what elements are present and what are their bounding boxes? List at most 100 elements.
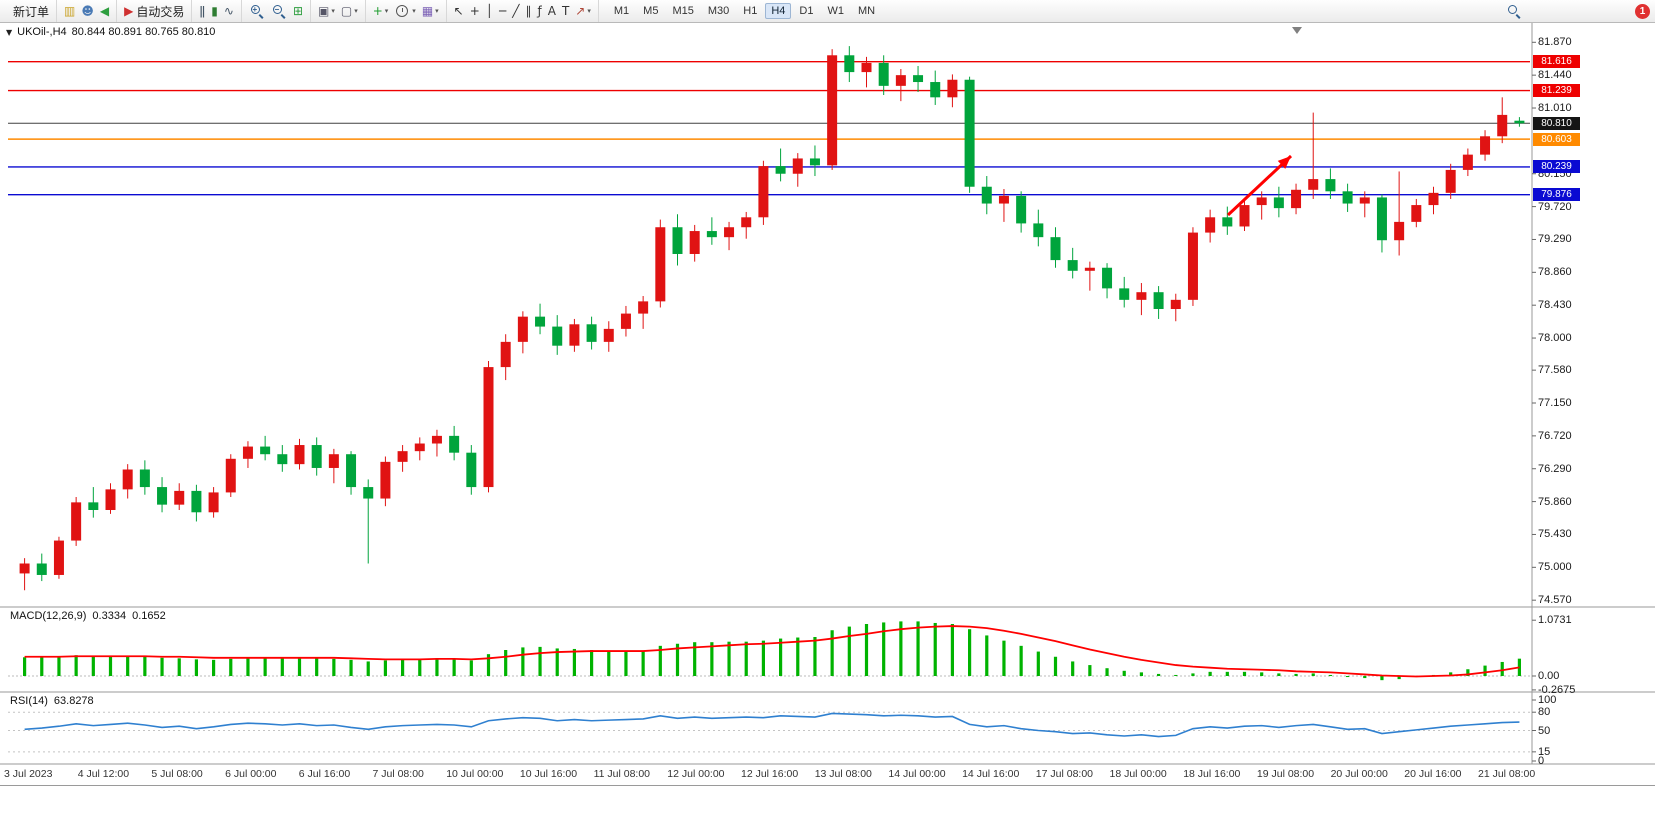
chevron-down-icon: ▾ xyxy=(384,7,389,15)
candle-body xyxy=(1102,267,1113,289)
candle-body xyxy=(242,446,253,459)
chart-list-icon[interactable]: ▥ xyxy=(61,2,78,20)
candle-body xyxy=(122,469,133,490)
axis-label: 75.430 xyxy=(1538,528,1572,541)
horizontal-line-tool-icon: ─ xyxy=(499,4,507,18)
chevron-down-icon: ▾ xyxy=(354,7,358,15)
line-chart-icon[interactable]: ∿ xyxy=(221,2,237,20)
macd-main-value: 0.3334 xyxy=(92,610,127,622)
tile-windows-icon[interactable]: ⊞ xyxy=(290,2,306,20)
candle-body xyxy=(655,227,666,302)
sound-alert-icon[interactable]: ◀ xyxy=(97,2,112,20)
notification-badge[interactable]: 1 xyxy=(1635,3,1650,19)
chart-canvas[interactable] xyxy=(0,22,1655,785)
vertical-line-tool[interactable]: │ xyxy=(483,2,496,20)
chart-profiles-icon[interactable]: ▢ ▾ xyxy=(338,2,361,20)
candle-body xyxy=(1428,192,1439,206)
timeframe-m30[interactable]: M30 xyxy=(707,5,730,17)
axis-label: 81.010 xyxy=(1538,102,1572,115)
candle-body xyxy=(208,492,219,513)
candle-body xyxy=(105,489,116,510)
candle-body xyxy=(535,316,546,327)
candle-body xyxy=(1050,237,1061,261)
candle-body xyxy=(964,79,975,187)
toolbar-group: + ▾ ▾ ▦ ▾ xyxy=(366,0,447,22)
chevron-down-icon: ▾ xyxy=(587,7,591,15)
candle-body xyxy=(1273,197,1284,209)
candle-body xyxy=(380,461,391,499)
rsi-value: 63.8278 xyxy=(53,695,94,707)
price-axis: 81.870 81.440 81.010 80.150 79.720 79.290 78.8… xyxy=(1532,0,1655,790)
candle-body xyxy=(397,451,408,462)
market-watch-icon-icon: ☻ xyxy=(81,4,94,18)
axis-label: 81.440 xyxy=(1538,69,1572,82)
autotrading-icon: ▶ xyxy=(124,4,134,18)
arrows-tool[interactable]: ↗ ▾ xyxy=(572,2,594,20)
indicators-icon: + xyxy=(372,4,383,18)
templates-button[interactable]: ▦ ▾ xyxy=(419,2,442,20)
candle-body xyxy=(500,341,511,368)
timeframe-m5[interactable]: M5 xyxy=(643,5,659,17)
trendline-tool[interactable]: ╱ xyxy=(509,2,522,20)
candle-body xyxy=(913,75,924,83)
candle-body xyxy=(552,326,563,346)
trend-arrow[interactable] xyxy=(1226,154,1293,217)
candlestick-chart-icon[interactable]: ▮ xyxy=(208,2,221,20)
chart-shift-marker[interactable] xyxy=(1292,27,1302,34)
candle-body xyxy=(1016,195,1027,224)
fibonacci-tool[interactable]: ƒ xyxy=(535,2,545,20)
chart-list-icon-icon: ▥ xyxy=(64,4,76,18)
horizontal-line-tool[interactable]: ─ xyxy=(496,2,509,20)
price-level-badge-80.603: 80.603 xyxy=(1533,132,1580,146)
chart-title-bar: ▼ UKOil-,H4 80.844 80.891 80.765 80.810 xyxy=(6,26,215,38)
candle-body xyxy=(363,487,374,499)
candle-body xyxy=(517,316,528,342)
periods-button[interactable]: ▾ xyxy=(391,2,419,20)
candle-body xyxy=(1359,197,1370,204)
toolbar-group: ▥ ☻ ◀ xyxy=(57,0,118,22)
new-order-button[interactable]: 新订单 xyxy=(7,2,52,20)
timeframe-h4[interactable]: H4 xyxy=(765,3,792,19)
axis-label: 100 xyxy=(1538,694,1557,706)
trendline-tool-icon: ╱ xyxy=(512,4,520,18)
market-watch-icon[interactable]: ☻ xyxy=(78,2,97,20)
timeframe-h1[interactable]: H1 xyxy=(743,5,758,17)
label-tool[interactable]: T xyxy=(559,2,572,20)
timeframe-m1[interactable]: M1 xyxy=(613,5,630,17)
candle-body xyxy=(277,454,288,465)
text-tool[interactable]: A xyxy=(545,2,559,20)
timeframe-d1[interactable]: D1 xyxy=(799,5,814,17)
label-tool-icon: T xyxy=(561,4,570,18)
new-chart-icon[interactable]: ▣ ▾ xyxy=(315,2,338,20)
axis-label: 80 xyxy=(1538,706,1551,719)
timeframe-m15[interactable]: M15 xyxy=(672,5,694,17)
candle-body xyxy=(1411,205,1422,222)
search-button[interactable] xyxy=(1503,2,1525,20)
price-level-badge-81.239: 81.239 xyxy=(1533,84,1580,97)
candle-body xyxy=(1205,217,1216,233)
candle-body xyxy=(775,166,786,174)
timeframe-w1[interactable]: W1 xyxy=(827,5,844,17)
crosshair-tool[interactable]: + xyxy=(467,2,483,20)
indicators-button[interactable]: + ▾ xyxy=(370,2,392,20)
one-click-trading-toggle[interactable]: ▼ xyxy=(6,27,13,37)
candle-body xyxy=(1084,267,1095,271)
axis-label: 0.00 xyxy=(1538,670,1560,682)
autotrading-button[interactable]: ▶ 自动交易 xyxy=(121,2,187,20)
zoom-out-icon[interactable]: − xyxy=(268,2,290,20)
chevron-down-icon: ▾ xyxy=(435,7,439,15)
channel-tool[interactable]: ∥ xyxy=(523,2,535,20)
cursor-tool[interactable]: ↖ xyxy=(451,2,467,20)
search-icon xyxy=(1506,3,1522,19)
candle-body xyxy=(844,55,855,73)
candle-body xyxy=(724,227,735,238)
candle-body xyxy=(586,324,597,342)
candle-body xyxy=(1342,191,1353,204)
timeframe-mn[interactable]: MN xyxy=(857,5,876,17)
price-level-badge-79.876: 79.876 xyxy=(1533,188,1580,202)
candle-body xyxy=(19,563,30,574)
candle-body xyxy=(1170,299,1181,310)
candle-body xyxy=(1256,197,1267,206)
zoom-in-icon[interactable]: + xyxy=(246,2,268,20)
bar-chart-icon[interactable]: ǁ xyxy=(196,2,208,20)
